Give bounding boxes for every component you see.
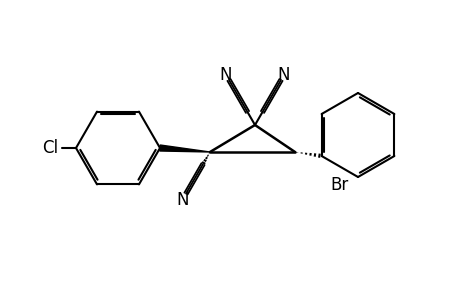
Polygon shape bbox=[159, 145, 210, 152]
Text: Br: Br bbox=[330, 176, 348, 194]
Text: N: N bbox=[277, 66, 290, 84]
Text: N: N bbox=[219, 66, 232, 84]
Text: Cl: Cl bbox=[42, 139, 58, 157]
Text: N: N bbox=[176, 190, 188, 208]
